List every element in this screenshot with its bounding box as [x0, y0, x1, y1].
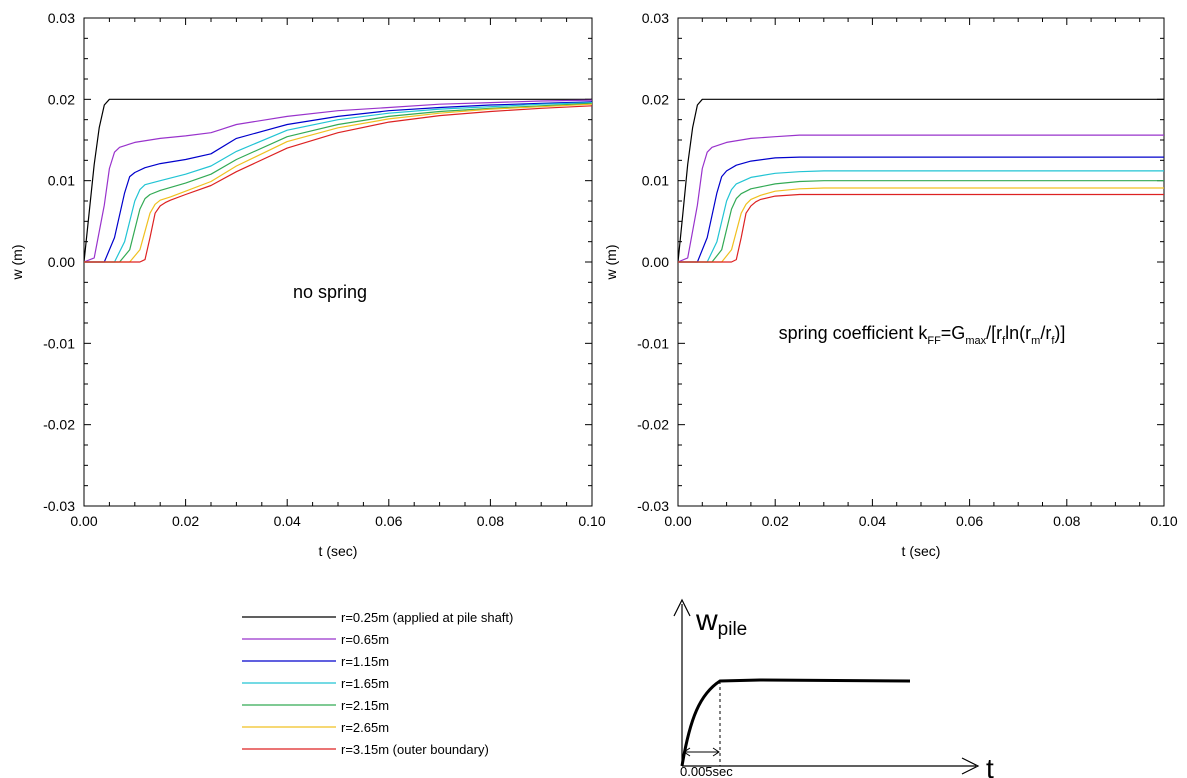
y-axis-title-left: w (m) [9, 245, 25, 281]
legend-label: r=0.25m (applied at pile shaft) [341, 610, 513, 625]
annotation-left: no spring [293, 282, 367, 302]
annot-suffix: )] [1054, 323, 1065, 343]
y-tick-label: -0.03 [637, 498, 669, 514]
annot-sub4: m [1031, 335, 1040, 347]
series-line [84, 102, 592, 263]
inset-x-arrowhead [961, 757, 980, 775]
y-tick-label: -0.03 [43, 498, 75, 514]
series-line [84, 102, 592, 263]
x-tick-label: 0.06 [375, 513, 402, 529]
series-line [678, 156, 1164, 263]
ticks-left: 0.00 0.02 0.04 0.06 0.08 0.10 0.03 0.02 0.01 0.00… [43, 10, 606, 529]
y-tick-label: 0.03 [48, 10, 75, 26]
x-axis-title-left: t (sec) [319, 543, 358, 559]
x-tick-label: 0.04 [274, 513, 301, 529]
x-tick-label: 0.02 [762, 513, 789, 529]
series-line [678, 193, 1164, 263]
inset-y-arrowhead [673, 598, 691, 617]
y-tick-label: 0.02 [642, 91, 669, 107]
x-tick-label: 0.04 [859, 513, 886, 529]
annot-prefix: spring coefficient k [779, 323, 929, 343]
inset-schematic: wpile 0.005sec t [673, 598, 994, 778]
annotation-right: spring coefficient kFF=Gmax/[rfln(rm/rf)… [779, 323, 1066, 347]
x-tick-label: 0.08 [477, 513, 504, 529]
legend-label: r=1.15m [341, 654, 389, 669]
series-line [678, 170, 1164, 263]
y-tick-label: -0.02 [43, 417, 75, 433]
series-line [84, 103, 592, 263]
series-line [84, 105, 592, 263]
inset-interval-arrow-left [683, 747, 691, 757]
y-tick-label: -0.01 [637, 335, 669, 351]
y-axis-title-right: w (m) [603, 245, 619, 281]
annot-sub2: max [965, 335, 986, 347]
inset-interval-arrow-right [712, 747, 720, 757]
x-tick-label: 0.10 [578, 513, 605, 529]
series-group-right [678, 98, 1164, 263]
legend-label: r=0.65m [341, 632, 389, 647]
series-group-left [84, 98, 592, 263]
inset-curve [680, 678, 911, 767]
annot-sub1: FF [927, 335, 941, 347]
series-line [84, 99, 592, 263]
y-tick-label: -0.02 [637, 417, 669, 433]
plot-frame-left [83, 17, 593, 507]
annot-sub5: f [1051, 335, 1055, 347]
y-tick-label: 0.01 [48, 173, 75, 189]
plot-frame-right [677, 17, 1165, 507]
x-tick-label: 0.00 [664, 513, 691, 529]
x-tick-label: 0.08 [1053, 513, 1080, 529]
x-tick-label: 0.06 [956, 513, 983, 529]
annot-mid: /[r [986, 323, 1002, 343]
y-tick-label: 0.01 [642, 173, 669, 189]
series-line [84, 98, 592, 263]
chart-left: 0.00 0.02 0.04 0.06 0.08 0.10 0.03 0.02 0.01 0.00… [9, 10, 606, 559]
y-tick-label: 0.00 [642, 254, 669, 270]
y-tick-label: 0.03 [642, 10, 669, 26]
series-line [84, 101, 592, 263]
series-line [678, 180, 1164, 263]
inset-y-label-main: w [695, 604, 718, 637]
ticks-right: 0.00 0.02 0.04 0.06 0.08 0.10 0.03 0.02 0.01 0.00… [637, 10, 1178, 529]
series-line [678, 134, 1164, 263]
inset-interval-label: 0.005sec [680, 764, 733, 778]
chart-right: 0.00 0.02 0.04 0.06 0.08 0.10 0.03 0.02 0.01 0.00… [603, 10, 1178, 559]
legend-label: r=3.15m (outer boundary) [341, 742, 489, 757]
series-line [678, 187, 1164, 263]
y-tick-label: -0.01 [43, 335, 75, 351]
inset-x-label: t [986, 753, 994, 778]
inset-y-label-sub: pile [718, 619, 748, 640]
inset-y-label: wpile [695, 604, 747, 640]
y-tick-label: 0.00 [48, 254, 75, 270]
annot-sub3: f [1002, 335, 1006, 347]
legend-label: r=2.65m [341, 720, 389, 735]
x-tick-label: 0.00 [70, 513, 97, 529]
x-tick-label: 0.02 [172, 513, 199, 529]
series-line [678, 98, 1164, 263]
annot-mid2: ln(r [1005, 323, 1031, 343]
legend: r=0.25m (applied at pile shaft) r=0.65m r=… [242, 610, 513, 757]
legend-label: r=2.15m [341, 698, 389, 713]
annot-eq: =G [941, 323, 966, 343]
annot-mid3: /r [1040, 323, 1051, 343]
x-tick-label: 0.10 [1150, 513, 1177, 529]
legend-label: r=1.65m [341, 676, 389, 691]
y-tick-label: 0.02 [48, 91, 75, 107]
x-axis-title-right: t (sec) [902, 543, 941, 559]
